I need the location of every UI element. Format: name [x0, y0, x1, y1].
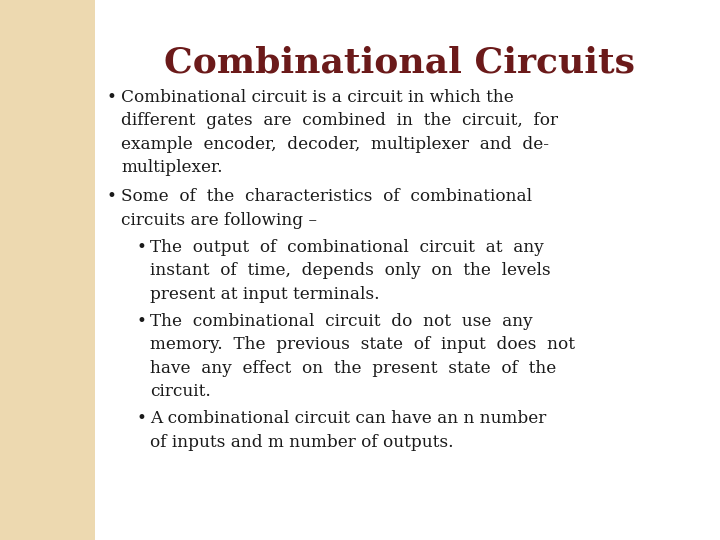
Text: •: •	[107, 89, 117, 106]
Text: example  encoder,  decoder,  multiplexer  and  de-: example encoder, decoder, multiplexer an…	[121, 136, 549, 152]
Bar	[0, 0, 95, 540]
Text: present at input terminals.: present at input terminals.	[150, 286, 379, 302]
Text: circuit.: circuit.	[150, 383, 211, 400]
Text: A combinational circuit can have an n number: A combinational circuit can have an n nu…	[150, 410, 546, 427]
Text: multiplexer.: multiplexer.	[121, 159, 222, 176]
Text: •: •	[137, 313, 147, 330]
Text: Combinational Circuits: Combinational Circuits	[164, 46, 635, 80]
Text: •: •	[137, 239, 147, 256]
Text: different  gates  are  combined  in  the  circuit,  for: different gates are combined in the circ…	[121, 112, 558, 129]
Text: instant  of  time,  depends  only  on  the  levels: instant of time, depends only on the lev…	[150, 262, 550, 279]
Text: circuits are following –: circuits are following –	[121, 212, 317, 228]
Text: memory.  The  previous  state  of  input  does  not: memory. The previous state of input does…	[150, 336, 575, 353]
Text: have  any  effect  on  the  present  state  of  the: have any effect on the present state of …	[150, 360, 556, 376]
Text: Some  of  the  characteristics  of  combinational: Some of the characteristics of combinati…	[121, 188, 532, 205]
Text: Combinational circuit is a circuit in which the: Combinational circuit is a circuit in wh…	[121, 89, 513, 106]
Text: The  output  of  combinational  circuit  at  any: The output of combinational circuit at a…	[150, 239, 544, 256]
Text: of inputs and m number of outputs.: of inputs and m number of outputs.	[150, 434, 454, 450]
Text: The  combinational  circuit  do  not  use  any: The combinational circuit do not use any	[150, 313, 532, 330]
Text: •: •	[137, 410, 147, 427]
Text: •: •	[107, 188, 117, 205]
